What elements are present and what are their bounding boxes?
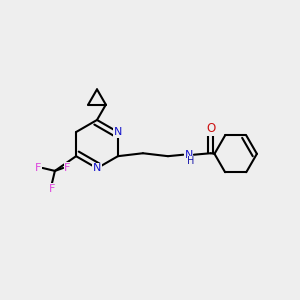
Text: F: F	[35, 163, 41, 173]
Text: F: F	[49, 184, 55, 194]
Text: N: N	[184, 150, 193, 160]
Text: N: N	[93, 163, 101, 173]
Text: H: H	[187, 156, 195, 166]
Text: N: N	[114, 127, 122, 137]
Text: O: O	[206, 122, 215, 135]
Text: F: F	[64, 163, 71, 173]
